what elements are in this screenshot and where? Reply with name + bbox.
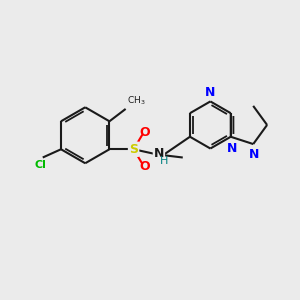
Text: N: N — [154, 147, 164, 160]
Text: CH$_3$: CH$_3$ — [127, 95, 146, 107]
Text: N: N — [249, 148, 260, 160]
Text: H: H — [160, 156, 168, 166]
Text: N: N — [227, 142, 237, 155]
Text: O: O — [140, 160, 150, 173]
Text: Cl: Cl — [34, 160, 46, 170]
Text: N: N — [205, 86, 215, 99]
Text: S: S — [129, 143, 138, 156]
Text: O: O — [140, 126, 150, 139]
